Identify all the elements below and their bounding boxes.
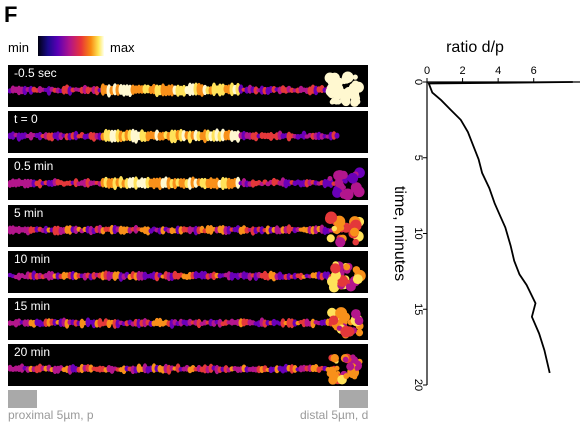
frame-1: t = 0 <box>8 111 368 153</box>
x-axis-label: ratio d/p <box>446 40 504 56</box>
frame-3: 5 min <box>8 205 368 247</box>
frame-0: -0.5 sec <box>8 65 368 107</box>
x-tick-label: 0 <box>424 65 430 77</box>
distal-region-bar <box>339 390 368 408</box>
colorbar-min-label: min <box>8 40 29 55</box>
y-tick-label: 20 <box>412 379 424 391</box>
frame-label: t = 0 <box>14 112 38 126</box>
colorbar <box>38 36 104 56</box>
y-tick-label: 5 <box>412 155 424 161</box>
x-tick-label: 2 <box>460 65 466 77</box>
colorbar-max-label: max <box>110 40 135 55</box>
distal-label: distal 5µm, d <box>300 408 369 422</box>
proximal-region-bar <box>8 390 37 408</box>
ratio-series-line <box>427 81 573 374</box>
x-tick-label: 4 <box>495 65 501 77</box>
frame-label: 0.5 min <box>14 159 54 173</box>
y-tick-label: 10 <box>412 227 424 239</box>
ratio-time-chart: ratio d/p 0 2 4 6 0 5 10 15 20 time, minutes <box>391 40 580 391</box>
frame-label: -0.5 sec <box>14 66 57 80</box>
frame-6: 20 min <box>8 344 368 386</box>
frame-4: 10 min <box>8 251 368 293</box>
frame-5: 15 min <box>8 298 368 340</box>
y-tick-label: 0 <box>412 79 424 85</box>
frame-label: 20 min <box>14 345 51 359</box>
proximal-label: proximal 5µm, p <box>8 408 94 422</box>
panel-letter: F <box>4 2 18 27</box>
x-tick-label: 6 <box>531 65 537 77</box>
frame-label: 10 min <box>14 252 51 266</box>
y-tick-label: 15 <box>412 303 424 315</box>
y-axis-label: time, minutes <box>391 186 408 281</box>
frame-label: 5 min <box>14 206 44 220</box>
frame-label: 15 min <box>14 299 51 313</box>
frame-2: 0.5 min <box>8 158 368 200</box>
